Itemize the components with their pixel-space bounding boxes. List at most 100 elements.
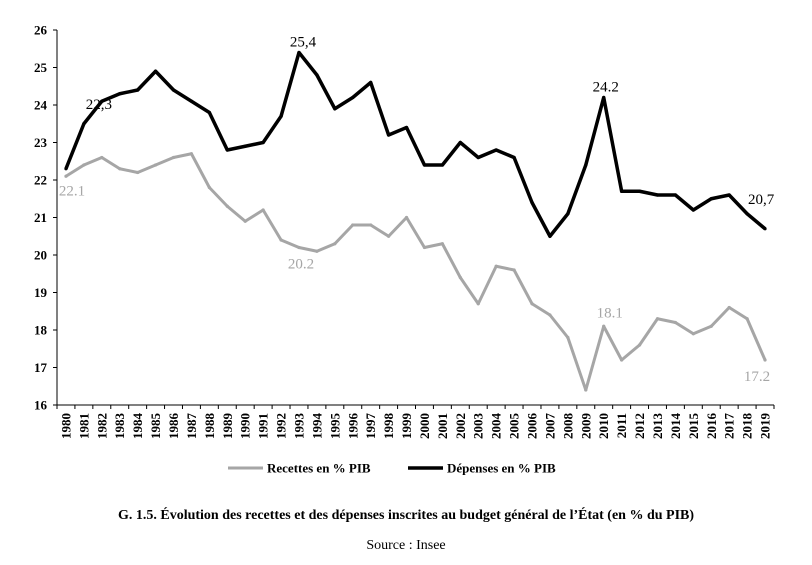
x-tick-label: 1983	[112, 413, 127, 440]
series-line-depenses	[64, 50, 767, 238]
x-tick-label: 2001	[435, 413, 450, 439]
y-tick-label: 16	[34, 398, 48, 413]
data-point	[637, 343, 642, 347]
data-point	[333, 242, 337, 246]
data-point	[387, 234, 391, 238]
data-label: 25,4	[290, 35, 317, 51]
series-points-depenses	[64, 50, 767, 238]
data-point	[351, 223, 355, 227]
chart-caption: G. 1.5. Évolution des recettes et des dé…	[117, 508, 695, 523]
data-point	[458, 140, 462, 145]
data-point	[566, 212, 570, 216]
data-point	[100, 155, 104, 160]
data-point	[369, 223, 373, 227]
data-point	[620, 189, 624, 193]
data-point	[673, 193, 678, 197]
x-tick-label: 1980	[58, 413, 73, 439]
x-tick-label: 2014	[668, 413, 683, 440]
data-label: 22,3	[86, 97, 112, 113]
x-tick-label: 2016	[704, 413, 719, 440]
data-point	[548, 313, 552, 317]
x-tick-label: 2015	[686, 413, 701, 440]
x-tick-label: 2004	[489, 412, 504, 439]
data-point	[315, 73, 319, 77]
y-tick-label: 17	[34, 360, 48, 375]
series-line-recettes	[65, 152, 767, 392]
x-tick-label: 1997	[363, 413, 378, 440]
y-tick-label: 26	[34, 23, 48, 38]
x-tick-label: 1986	[166, 413, 181, 440]
data-point	[763, 358, 767, 362]
data-point	[440, 242, 444, 246]
chart-source: Source : Insee	[366, 538, 446, 553]
data-point	[512, 268, 516, 272]
data-point	[136, 88, 140, 92]
series-points-recettes	[64, 152, 767, 392]
data-label: 17.2	[744, 369, 770, 385]
data-point	[243, 219, 247, 223]
data-point	[351, 95, 355, 100]
x-tick-label: 2017	[722, 413, 737, 440]
data-point	[620, 358, 624, 362]
x-tick-label: 2009	[578, 413, 593, 440]
data-point	[727, 193, 731, 197]
data-label: 24.2	[593, 80, 619, 96]
x-tick-label: 1995	[327, 413, 342, 440]
data-point	[333, 107, 337, 111]
data-label: 22.1	[59, 183, 85, 199]
x-tick-label: 1993	[291, 413, 306, 440]
x-tick-label: 1988	[202, 413, 217, 440]
data-point	[189, 99, 194, 103]
data-point	[279, 238, 283, 242]
data-point	[189, 152, 194, 156]
data-point	[297, 245, 301, 250]
data-point	[655, 193, 660, 197]
y-tick-label: 20	[34, 248, 47, 263]
data-point	[207, 110, 211, 115]
x-tick-label: 2002	[453, 413, 468, 439]
data-point	[315, 249, 319, 253]
x-tick-label: 2019	[758, 413, 773, 440]
data-point	[404, 125, 409, 130]
x-tick-label: 1992	[274, 413, 289, 439]
y-tick-label: 19	[34, 285, 48, 300]
data-point	[118, 92, 122, 96]
series-lines	[64, 50, 767, 392]
data-point	[100, 99, 104, 103]
data-point	[512, 155, 516, 160]
data-point	[440, 163, 444, 167]
data-point	[745, 317, 749, 321]
data-point	[709, 324, 713, 328]
x-tick-label: 1989	[220, 413, 235, 440]
x-tick-label: 1999	[399, 413, 414, 440]
data-point	[207, 185, 211, 190]
x-tick-label: 2000	[417, 413, 432, 439]
x-tick-label: 1981	[76, 413, 91, 439]
data-point	[225, 204, 229, 208]
legend: Recettes en % PIB Dépenses en % PIB	[228, 461, 556, 476]
x-tick-label: 2006	[525, 413, 540, 440]
data-point	[171, 88, 176, 92]
y-axis-ticks: 16 17 18 19 20 21 22 23 24 25 26	[34, 23, 57, 413]
y-tick-label: 25	[34, 60, 48, 75]
data-label: 20.2	[288, 257, 314, 273]
legend-label-depenses: Dépenses en % PIB	[447, 461, 556, 476]
y-tick-label: 23	[34, 135, 48, 150]
data-point	[153, 69, 158, 73]
data-point	[763, 227, 767, 231]
legend-label-recettes: Recettes en % PIB	[267, 461, 371, 476]
data-point	[64, 167, 68, 171]
data-point	[422, 163, 427, 167]
data-point	[261, 140, 265, 145]
x-tick-label: 1996	[345, 413, 360, 440]
y-tick-label: 21	[34, 210, 47, 225]
data-point	[369, 80, 373, 85]
x-tick-label: 2010	[596, 413, 611, 439]
data-point	[530, 200, 534, 205]
x-tick-label: 1985	[148, 413, 163, 440]
data-point	[691, 208, 695, 212]
data-point	[602, 324, 606, 328]
data-point	[476, 155, 480, 160]
x-tick-label: 2011	[614, 413, 629, 438]
data-point	[458, 275, 462, 280]
